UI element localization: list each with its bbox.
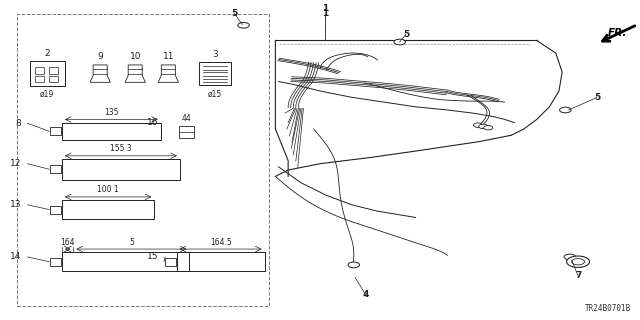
- Text: 5: 5: [403, 30, 409, 39]
- Text: 7: 7: [575, 271, 581, 280]
- Text: 10: 10: [129, 52, 141, 61]
- Bar: [179, 126, 194, 138]
- Text: TR24B0701B: TR24B0701B: [585, 304, 631, 313]
- Text: 135: 135: [104, 108, 118, 117]
- Bar: [17, 13, 269, 306]
- Text: 16: 16: [147, 118, 159, 127]
- Text: 3: 3: [212, 50, 218, 59]
- Text: 12: 12: [10, 159, 21, 168]
- Bar: [35, 67, 44, 74]
- Text: 5: 5: [232, 9, 237, 18]
- Bar: [50, 258, 61, 266]
- Text: 5: 5: [594, 93, 600, 102]
- Text: 4: 4: [363, 291, 369, 300]
- Circle shape: [564, 254, 575, 260]
- Text: 5: 5: [129, 237, 134, 246]
- Bar: [50, 165, 61, 173]
- Text: 100 1: 100 1: [97, 185, 119, 194]
- Polygon shape: [158, 65, 179, 82]
- Bar: [50, 127, 61, 135]
- Bar: [62, 200, 154, 219]
- Text: FR.: FR.: [608, 28, 627, 37]
- Bar: [164, 258, 176, 266]
- Text: 11: 11: [163, 52, 174, 61]
- Polygon shape: [90, 65, 110, 82]
- Text: 44: 44: [181, 114, 191, 123]
- Circle shape: [238, 22, 249, 28]
- Bar: [62, 252, 189, 271]
- Text: 9: 9: [97, 52, 103, 61]
- Circle shape: [566, 256, 589, 268]
- Text: 164: 164: [60, 237, 75, 246]
- Text: 13: 13: [10, 200, 21, 209]
- Bar: [177, 252, 264, 271]
- Text: ø15: ø15: [208, 89, 222, 98]
- Circle shape: [559, 107, 571, 113]
- Text: 15: 15: [147, 252, 159, 261]
- Text: 164.5: 164.5: [210, 237, 232, 246]
- Bar: [49, 67, 58, 74]
- Circle shape: [474, 123, 483, 127]
- Circle shape: [484, 125, 493, 130]
- Text: 2: 2: [44, 49, 50, 58]
- Text: 1: 1: [322, 4, 328, 12]
- Bar: [49, 76, 58, 83]
- Text: ø19: ø19: [40, 90, 54, 99]
- Circle shape: [479, 124, 488, 129]
- Circle shape: [394, 39, 405, 45]
- Circle shape: [572, 259, 584, 265]
- Bar: [199, 62, 231, 85]
- Bar: [29, 61, 65, 86]
- Polygon shape: [125, 65, 145, 82]
- Text: 155 3: 155 3: [110, 144, 132, 153]
- Bar: [35, 76, 44, 83]
- Bar: [62, 159, 180, 180]
- Text: 1: 1: [322, 9, 328, 18]
- Bar: [50, 206, 61, 213]
- Text: 8: 8: [15, 119, 21, 128]
- Circle shape: [348, 262, 360, 268]
- Bar: [62, 123, 161, 140]
- Text: 14: 14: [10, 252, 21, 261]
